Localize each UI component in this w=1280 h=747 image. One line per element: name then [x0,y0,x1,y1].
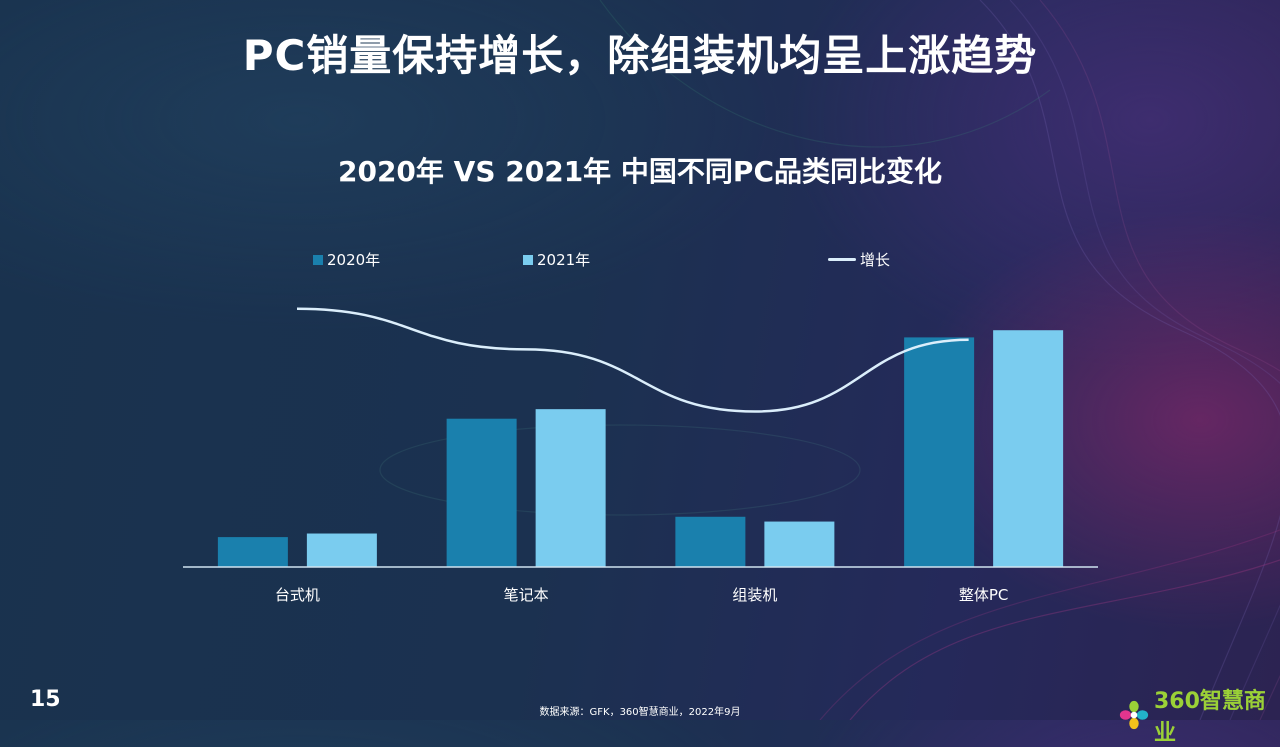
legend-swatch-2021 [523,254,533,265]
legend-item-growth: 增长 [828,249,890,270]
x-tick-label: 台式机 [275,586,320,604]
x-tick-label: 笔记本 [504,586,549,604]
growth-line [296,307,969,413]
x-tick-label: 组装机 [732,586,777,604]
data-source: 数据来源：GFK，360智慧商业，2022年9月 [539,707,741,718]
x-tick-label: 整体PC [959,586,1009,604]
bar-2020年-组装机 [675,516,746,567]
bar-2021年-台式机 [306,533,377,567]
bar-2021年-笔记本 [535,409,606,567]
background-swirl [379,0,1280,720]
legend-item-2021: 2021年 [523,249,590,270]
flower-icon [1119,700,1149,730]
logo-text: 360智慧商业 [1153,689,1266,746]
legend-label-2021: 2021年 [537,251,591,269]
legend-label-growth: 增长 [860,251,891,269]
bar-2020年-台式机 [217,537,288,567]
bar-chart: 台式机 笔记本 组装机 整体PC [183,307,1098,604]
page-number: 15 [30,687,61,712]
legend-label-2020: 2020年 [327,251,381,269]
bar-2020年-整体PC [904,337,975,567]
bar-2021年-组装机 [764,521,835,567]
bar-2020年-笔记本 [446,418,517,567]
legend-line-growth [828,258,856,261]
legend-item-2020: 2020年 [313,249,380,270]
chart-title: 2020年 VS 2021年 中国不同PC品类同比变化 [337,155,942,188]
brand-logo: 360智慧商业 [1118,683,1280,747]
page-title: PC销量保持增长，除组装机均呈上涨趋势 [242,31,1038,80]
legend-swatch-2020 [313,254,323,265]
bar-2021年-整体PC [993,330,1064,567]
